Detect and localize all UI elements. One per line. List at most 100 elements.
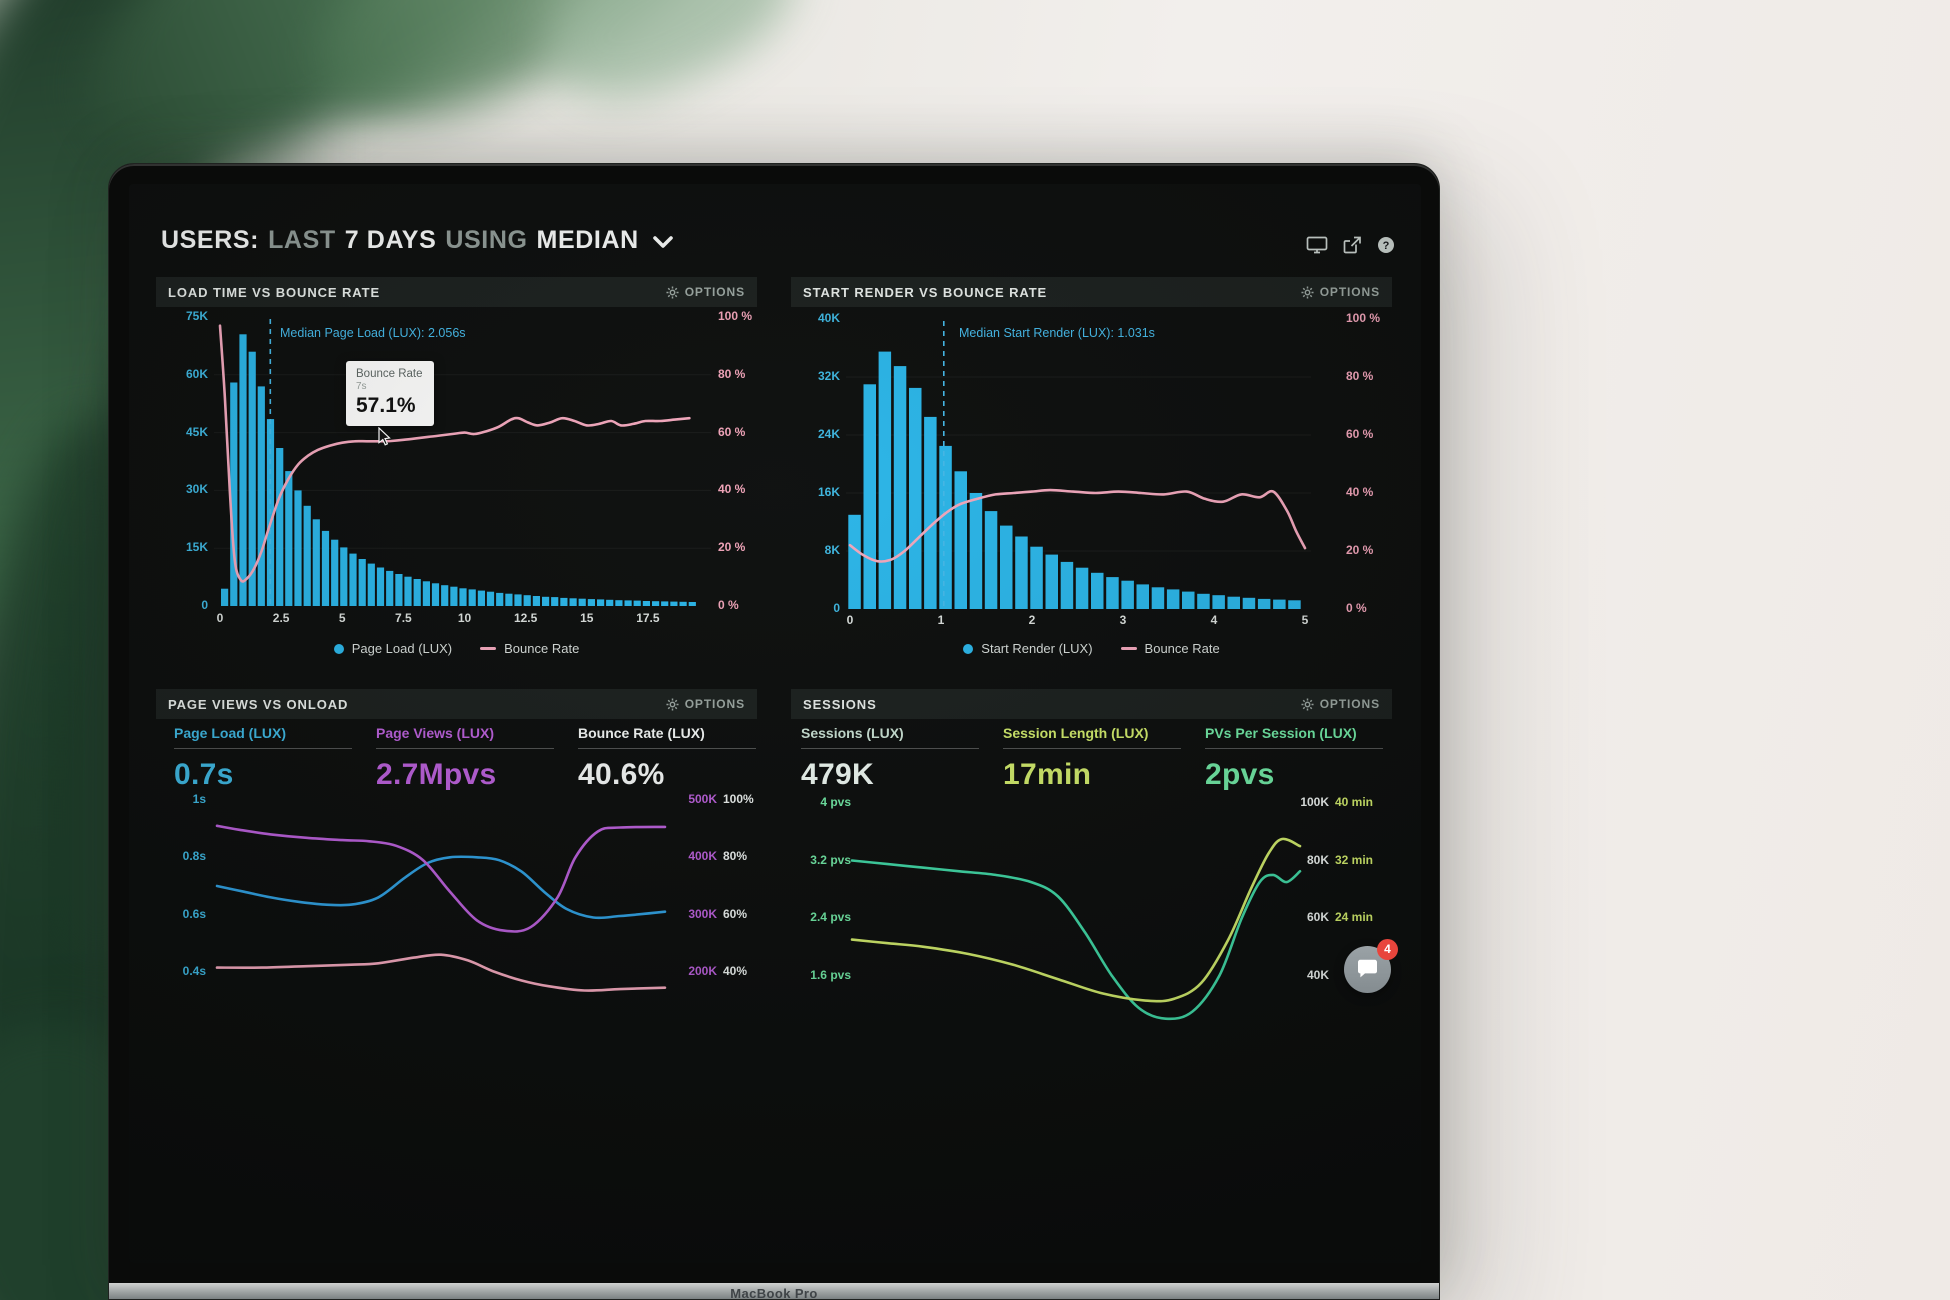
left-axis-tick-label: 0.4s (182, 963, 206, 978)
bar (349, 553, 357, 606)
bar (1257, 598, 1271, 609)
bounce-rate-line (848, 488, 1307, 563)
right-axis-unit-label: 60% (723, 906, 748, 921)
bars-series (221, 334, 696, 606)
chat-launcher-button[interactable]: 4 (1344, 939, 1398, 993)
help-icon[interactable]: ? (1377, 236, 1395, 254)
left-axis-tick-label: 1s (192, 792, 206, 806)
bar (1197, 593, 1210, 609)
plot-area[interactable] (214, 317, 711, 611)
options-button[interactable]: OPTIONS (666, 285, 745, 299)
bar (670, 601, 678, 606)
left-axis-tick-label: 0.8s (182, 849, 206, 864)
options-button[interactable]: OPTIONS (666, 697, 745, 711)
plot-area[interactable] (846, 794, 1306, 1263)
stat-column: PVs Per Session (LUX) 2pvs (1205, 725, 1383, 792)
gear-icon (666, 697, 679, 711)
bar (468, 589, 476, 606)
dashboard-title[interactable]: USERS: LAST 7 DAYS USING MEDIAN (161, 226, 674, 255)
left-axis-tick-label: 1.6 pvs (810, 967, 851, 982)
right-axis-volume-label: 40K (1306, 967, 1329, 982)
bar (679, 601, 687, 606)
bar (1106, 577, 1119, 609)
display-icon[interactable] (1306, 236, 1328, 254)
stat-label: PVs Per Session (LUX) (1205, 725, 1383, 749)
panel-header: PAGE VIEWS VS ONLOAD OPTIONS (156, 689, 757, 719)
plot-area[interactable] (846, 319, 1311, 614)
right-axis-row: 80K 32 min (1296, 853, 1373, 867)
right-axis-tick-label: 40 % (718, 482, 746, 497)
bar (893, 366, 907, 609)
stat-label: Bounce Rate (LUX) (578, 725, 756, 749)
chevron-down-icon[interactable] (652, 236, 674, 249)
legend-item[interactable]: Page Load (LUX) (333, 641, 452, 656)
stat-label: Session Length (LUX) (1003, 725, 1181, 749)
stat-column: Page Views (LUX) 2.7Mpvs (376, 725, 554, 792)
panel-load-time-vs-bounce-rate: LOAD TIME VS BOUNCE RATE OPTIONS Median … (156, 277, 757, 675)
stat-value: 0.7s (174, 758, 234, 791)
bar (560, 597, 568, 606)
options-label: OPTIONS (684, 285, 745, 299)
bar (230, 382, 238, 606)
right-axis-unit-label: 32 min (1335, 852, 1374, 867)
left-axis-tick-label: 24K (817, 427, 840, 441)
bar (505, 593, 513, 606)
bar (954, 471, 967, 610)
left-axis-tick-label: 0 (201, 598, 208, 612)
x-axis-tick-label: 2 (1028, 613, 1036, 627)
bar (486, 591, 495, 606)
right-axis-tick-label: 0 % (718, 598, 739, 612)
bar (340, 547, 348, 606)
right-axis-row: 400K 80% (683, 849, 747, 863)
options-button[interactable]: OPTIONS (1301, 697, 1380, 711)
right-axis-tick-label: 60 % (718, 424, 746, 439)
chart-canvas (850, 837, 1302, 1021)
panel-title: START RENDER VS BOUNCE RATE (803, 284, 1048, 300)
bar (1182, 591, 1195, 609)
legend-item[interactable]: Bounce Rate (480, 641, 579, 656)
right-axis-volume-label: 300K (688, 906, 717, 921)
bar (1151, 587, 1165, 610)
x-axis-tick-label: 10 (457, 611, 472, 625)
gear-icon (1301, 285, 1314, 299)
stat-column: Page Load (LUX) 0.7s (174, 725, 352, 792)
bar (496, 592, 504, 606)
bar (642, 601, 650, 606)
bar (459, 588, 467, 606)
bar (1273, 599, 1286, 609)
bar (367, 563, 375, 606)
panel-start-render-vs-bounce-rate: START RENDER VS BOUNCE RATE OPTIONS Medi… (791, 277, 1392, 675)
share-icon[interactable] (1343, 236, 1362, 254)
bar (358, 559, 366, 606)
bar (1030, 546, 1043, 610)
bar (1000, 525, 1013, 609)
laptop: USERS: LAST 7 DAYS USING MEDIAN ? LOAD TIME … (108, 163, 1440, 1300)
chart-canvas (846, 321, 1311, 610)
left-axis-tick-label: 0.6s (182, 906, 206, 921)
bar (597, 599, 605, 606)
bar (422, 581, 430, 606)
bar (909, 387, 922, 609)
bar (569, 598, 577, 606)
legend-item[interactable]: Bounce Rate (1120, 641, 1220, 656)
left-axis-tick-label: 15K (185, 540, 208, 555)
bar (1212, 595, 1225, 609)
options-button[interactable]: OPTIONS (1301, 285, 1380, 299)
x-axis-tick-label: 4 (1210, 613, 1218, 627)
series-line-page-views (215, 824, 667, 933)
stat-value: 479K (801, 758, 874, 791)
legend-item[interactable]: Start Render (LUX) (963, 641, 1093, 656)
right-axis-row: 500K 100% (683, 792, 753, 806)
legend-dot-marker (963, 643, 974, 654)
x-axis-tick-label: 3 (1119, 613, 1127, 627)
bar (551, 597, 559, 606)
right-axis-tick-label: 0 % (1346, 601, 1367, 615)
bar (984, 511, 998, 609)
bar (386, 570, 394, 606)
bar (1015, 536, 1028, 609)
bar (615, 600, 623, 606)
right-axis-volume-label: 200K (688, 963, 717, 978)
plot-area[interactable] (211, 794, 671, 1263)
bar (624, 600, 632, 606)
bar (376, 567, 385, 606)
